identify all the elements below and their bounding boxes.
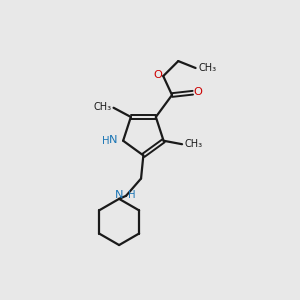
- Text: O: O: [194, 87, 202, 97]
- Text: O: O: [154, 70, 163, 80]
- Text: CH₃: CH₃: [93, 102, 111, 112]
- Text: CH₃: CH₃: [198, 62, 217, 73]
- Text: N: N: [115, 190, 124, 200]
- Text: CH₃: CH₃: [184, 139, 202, 149]
- Text: N: N: [109, 135, 118, 145]
- Text: H: H: [128, 190, 135, 200]
- Text: H: H: [102, 136, 110, 146]
